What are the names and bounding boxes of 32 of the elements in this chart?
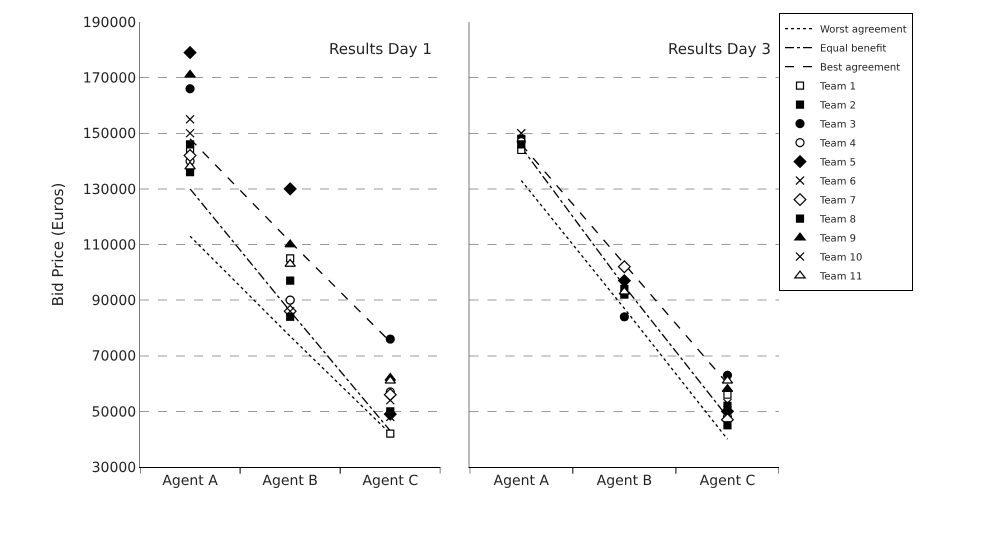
- legend-label: Team 10: [819, 252, 862, 264]
- x-tick-label: Agent B: [596, 472, 652, 489]
- legend-label: Team 11: [819, 272, 862, 282]
- legend-label: Team 1: [819, 82, 856, 92]
- legend-label: Team 8: [819, 214, 856, 226]
- x-tick-label: Agent B: [262, 472, 318, 489]
- y-tick-label: 110000: [82, 237, 136, 254]
- legend-label: Team 3: [819, 120, 856, 130]
- x-tick-label: Agent C: [362, 472, 418, 489]
- legend-label: Best agreement: [820, 62, 900, 74]
- y-tick-label: 50000: [92, 404, 136, 420]
- annotation: Results Day 3: [668, 40, 771, 58]
- legend-label: Team 5: [819, 158, 856, 168]
- y-tick-label: 130000: [82, 182, 136, 198]
- legend-label: Equal benefit: [820, 44, 886, 54]
- x-tick-label: Agent A: [494, 472, 550, 489]
- x-tick-label: Agent C: [700, 472, 756, 489]
- legend-label: Team 6: [819, 176, 856, 188]
- y-tick-label: 30000: [92, 460, 136, 476]
- legend-label: Worst agreement: [820, 24, 907, 36]
- y-axis-title: Bid Price (Euros): [48, 182, 67, 306]
- y-tick-label: 90000: [92, 293, 136, 310]
- y-tick-label: 190000: [82, 14, 136, 31]
- y-tick-label: 70000: [92, 348, 136, 365]
- legend-label: Team 4: [819, 138, 856, 150]
- legend-label: Team 2: [819, 100, 856, 112]
- y-tick-label: 170000: [82, 70, 136, 87]
- x-tick-label: Agent A: [162, 472, 218, 489]
- y-tick-label: 150000: [82, 126, 136, 142]
- legend-label: Team 9: [819, 234, 856, 244]
- annotation: Results Day 1: [329, 40, 432, 58]
- legend-label: Team 7: [819, 196, 856, 206]
